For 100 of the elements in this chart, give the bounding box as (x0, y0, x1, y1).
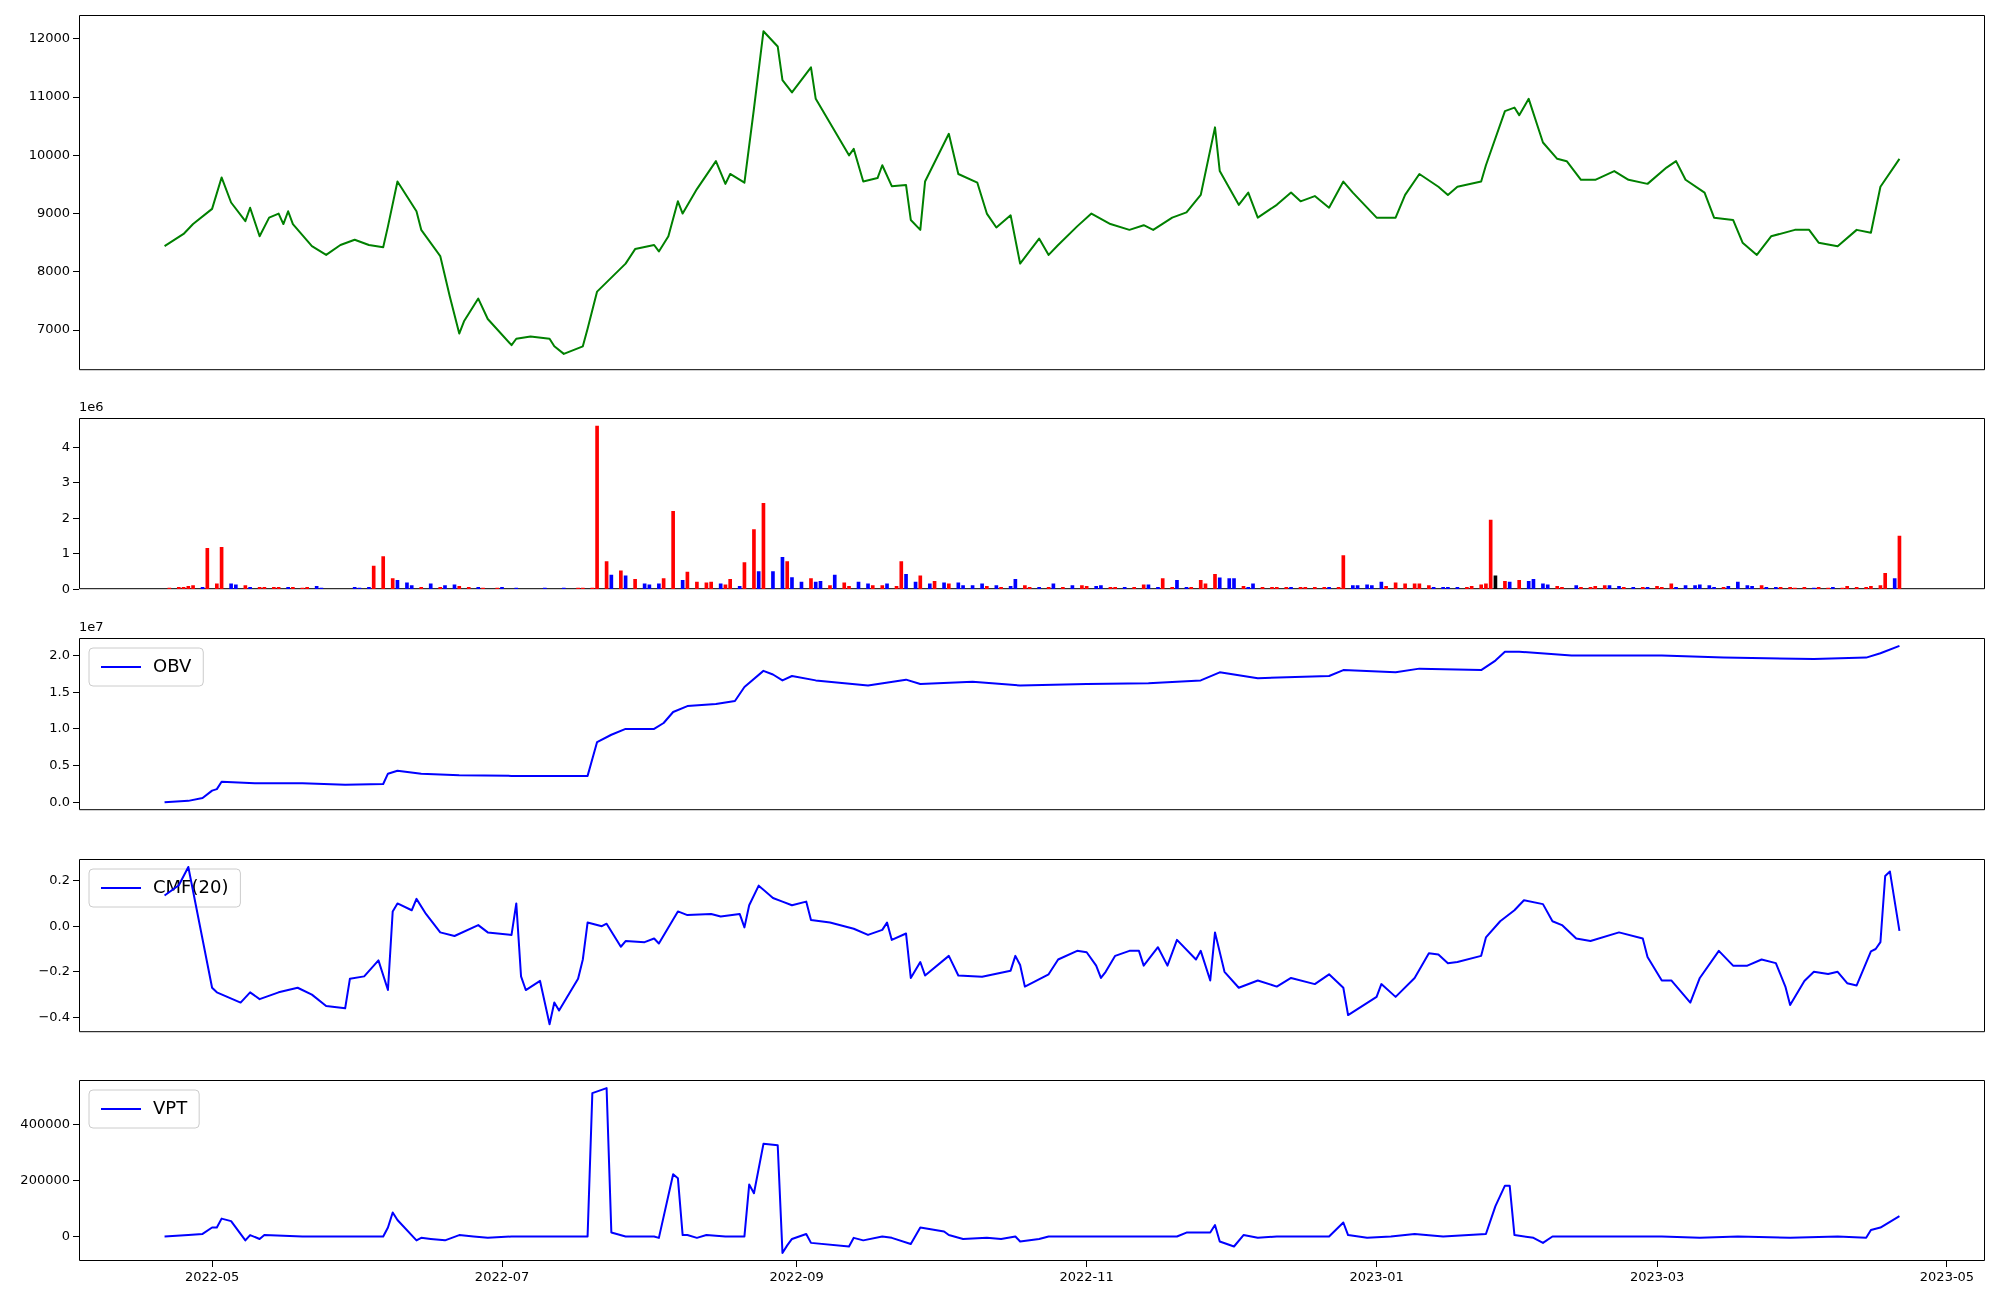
x-tick-label: 2022-07 (474, 1269, 530, 1285)
y-tick-label: 0.5 (49, 756, 70, 772)
bar (1175, 580, 1179, 590)
bar (1488, 519, 1493, 590)
y-tick-label: 1.0 (49, 720, 70, 736)
bar (709, 581, 713, 590)
y-tick-label: 0.2 (49, 872, 70, 888)
y-tick-label: 0.0 (49, 793, 70, 809)
bar (1351, 585, 1355, 590)
bar (1574, 585, 1579, 590)
bar (1427, 585, 1431, 590)
text: 1e7 (79, 618, 104, 634)
x-tick-label: 2023-01 (1349, 1269, 1404, 1285)
bar (1669, 583, 1674, 590)
bar (813, 581, 818, 590)
bar (1080, 585, 1084, 590)
bar (1602, 585, 1607, 590)
x-tick-label: 2022-09 (769, 1269, 824, 1285)
bar (671, 510, 675, 590)
bar (1697, 584, 1702, 590)
bar (985, 586, 989, 590)
y-tick-label: 11000 (28, 88, 70, 104)
bar (832, 574, 837, 590)
y-tick-label: 4 (61, 438, 70, 454)
bar (1593, 586, 1598, 590)
bar (1503, 581, 1507, 590)
bar (904, 573, 908, 590)
bar (880, 585, 885, 590)
y-tick-label: 0.0 (49, 917, 70, 933)
bar (1883, 572, 1888, 590)
bar (1526, 581, 1531, 590)
bar (866, 583, 870, 590)
y-tick-label: 8000 (36, 263, 70, 279)
bar (1617, 586, 1621, 590)
bar (409, 585, 414, 590)
bar (443, 585, 447, 590)
bar (381, 556, 386, 590)
bar (1213, 573, 1217, 590)
bar (785, 561, 790, 590)
bar (942, 582, 946, 590)
bar (428, 583, 433, 590)
bar (899, 561, 904, 590)
x-tick-label: 2023-05 (1919, 1269, 1975, 1285)
bar (870, 585, 875, 590)
bar (790, 577, 794, 590)
bar (457, 586, 462, 590)
bar (1545, 584, 1550, 590)
bar (595, 425, 599, 590)
y-tick-label: 1.5 (49, 683, 70, 699)
bar (756, 571, 761, 590)
bar (1141, 584, 1146, 590)
bar (1555, 586, 1560, 590)
bar (1198, 580, 1203, 590)
y-tick-label: −0.4 (38, 1008, 70, 1024)
bar (828, 585, 832, 590)
y-tick-label: 10000 (28, 146, 70, 162)
bar (1160, 578, 1165, 590)
bar (1750, 586, 1754, 590)
bar (842, 582, 847, 590)
y-tick-label: 200000 (20, 1172, 70, 1188)
bar (771, 571, 775, 590)
bar (728, 578, 733, 590)
y-tick-label: 3 (61, 474, 70, 490)
bar (752, 529, 756, 590)
y-tick-label: 0 (61, 580, 70, 596)
y-tick-label: 0 (61, 1227, 70, 1243)
y-tick-label: 12000 (28, 30, 70, 46)
text: 1e6 (79, 398, 104, 414)
bar (918, 575, 923, 590)
bar (633, 578, 637, 590)
x-tick-label: 2022-05 (184, 1269, 240, 1285)
bar (1892, 578, 1897, 590)
bar (371, 565, 376, 590)
y-tick-label: 7000 (36, 321, 70, 337)
bar (1384, 586, 1388, 590)
bar (390, 578, 395, 590)
bar (1845, 586, 1849, 590)
bar (927, 583, 932, 590)
bar (809, 578, 813, 590)
bar (718, 583, 723, 590)
bar (956, 582, 961, 590)
bar (1217, 577, 1222, 590)
y-tick-label: 2 (61, 509, 70, 525)
bar (657, 583, 661, 590)
x-tick-label: 2022-11 (1059, 1269, 1114, 1285)
bar (186, 586, 191, 590)
legend-label: VPT (153, 1096, 189, 1118)
bar (737, 586, 742, 590)
bar (619, 570, 623, 590)
x-tick-label: 2023-03 (1629, 1269, 1685, 1285)
bar (1736, 581, 1740, 590)
bar (1341, 555, 1346, 590)
bar (946, 583, 951, 590)
bar (1403, 583, 1407, 590)
y-tick-label: −0.2 (38, 963, 70, 979)
bar (980, 583, 984, 590)
bar (695, 581, 699, 590)
bar (1707, 585, 1712, 590)
y-tick-label: 9000 (36, 204, 70, 220)
y-tick-label: 2.0 (49, 646, 70, 662)
